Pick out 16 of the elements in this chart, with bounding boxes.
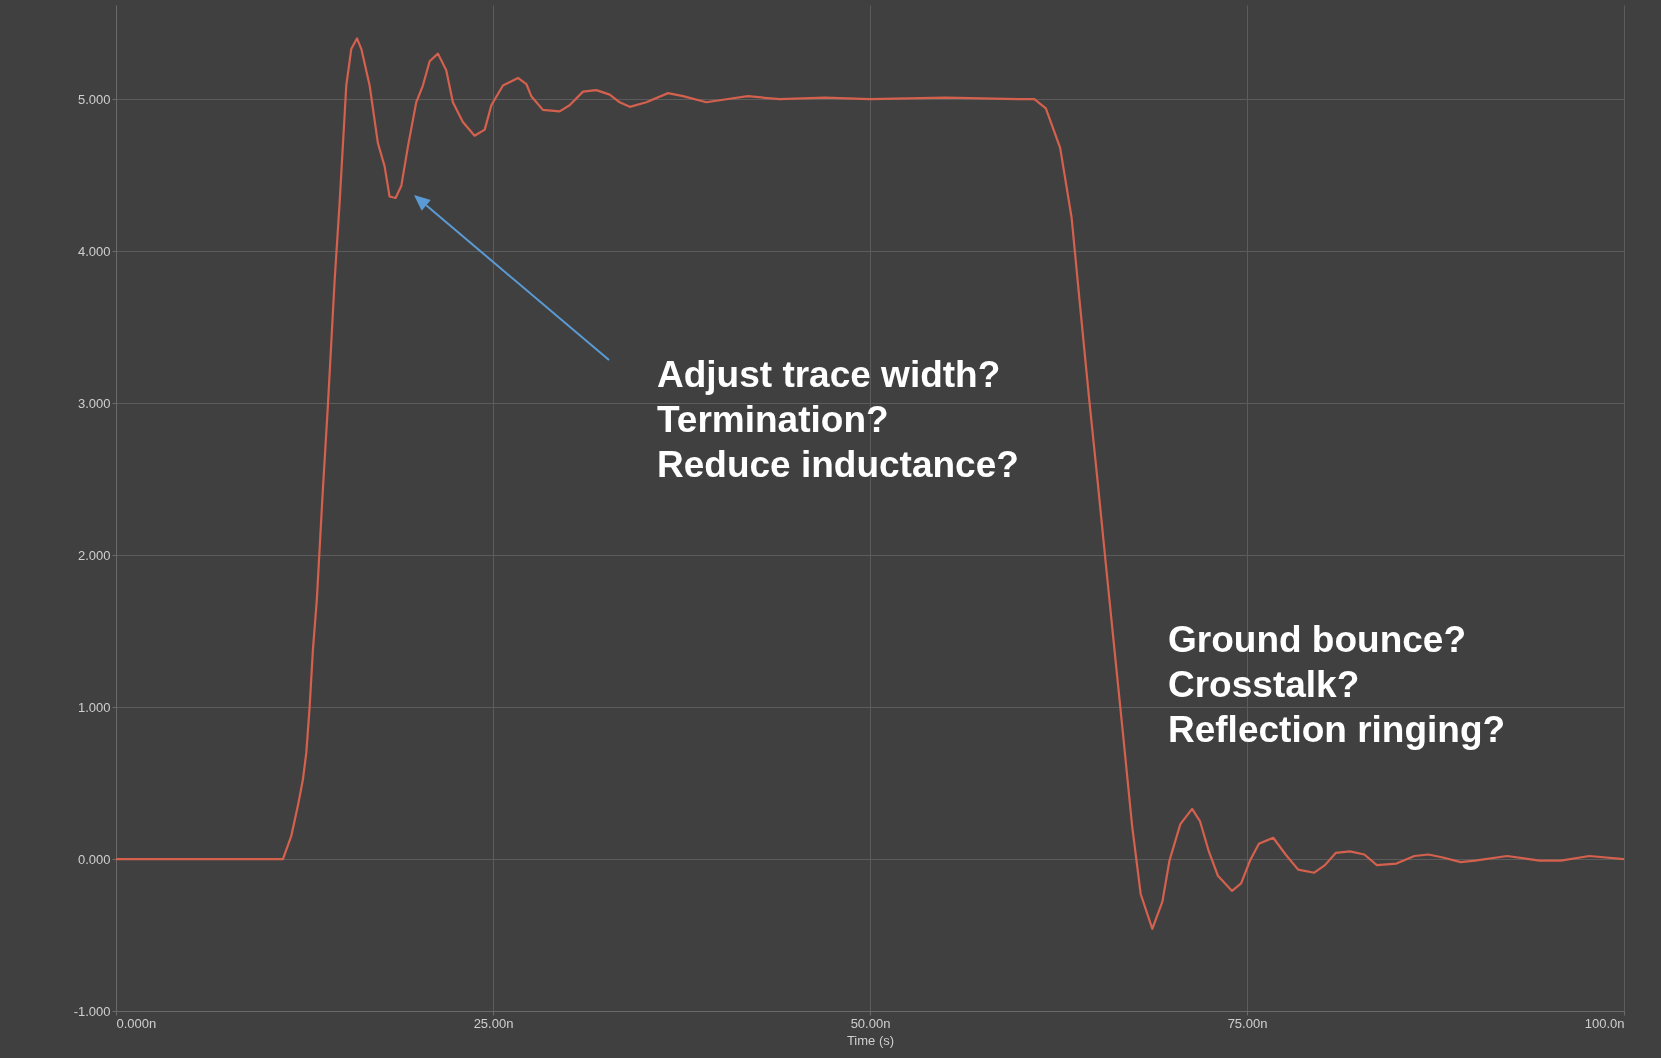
y-tick-label: 1.000 xyxy=(77,699,111,715)
x-axis-title: Time (s) xyxy=(846,1032,895,1048)
y-tick-label: 2.000 xyxy=(77,547,111,563)
y-tick-label: 0.000 xyxy=(77,851,111,867)
x-tick-label: 0.000n xyxy=(116,1015,157,1031)
x-tick-label: 25.00n xyxy=(473,1015,514,1031)
y-tick-label: 4.000 xyxy=(77,243,111,259)
y-tick-label: -1.000 xyxy=(73,1003,111,1019)
y-tick-label: 5.000 xyxy=(77,91,111,107)
x-tick-label: 50.00n xyxy=(850,1015,891,1031)
annotation: Ground bounce? Crosstalk? Reflection ringing? xyxy=(1168,619,1506,750)
y-tick-label: 3.000 xyxy=(77,395,111,411)
x-tick-label: 75.00n xyxy=(1227,1015,1268,1031)
annotation: Adjust trace width? Termination? Reduce inductance? xyxy=(657,354,1019,485)
x-tick-label: 100.0n xyxy=(1584,1015,1625,1031)
line-series xyxy=(116,37,1624,931)
